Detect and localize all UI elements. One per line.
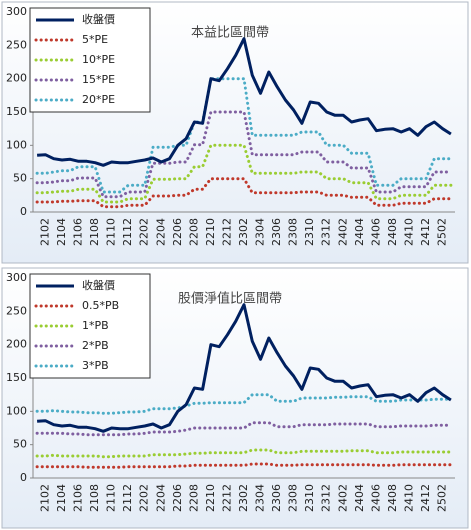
x-tick-label: 2302 bbox=[237, 218, 250, 246]
chart: 0 50 100 150 200 250 300 2102 2104 2106 2108 2110 21… bbox=[1, 267, 469, 529]
chart-title: 本益比區間帶 bbox=[191, 26, 269, 41]
x-tick-label: 2102 bbox=[38, 218, 51, 246]
x-tick-label: 2110 bbox=[105, 218, 118, 246]
x-tick-label: 2312 bbox=[320, 484, 333, 512]
chart-title: 股價淨值比區間帶 bbox=[178, 291, 282, 307]
x-tick-label: 2204 bbox=[154, 484, 167, 512]
legend-label: 5*PE bbox=[82, 33, 108, 46]
x-tick-label: 2404 bbox=[353, 484, 366, 512]
x-tick-label: 2210 bbox=[204, 484, 217, 512]
x-tick-label: 2104 bbox=[55, 218, 68, 246]
y-tick-label: 200 bbox=[6, 338, 27, 351]
legend-label: 收盤價 bbox=[82, 12, 115, 26]
x-tick-label: 2104 bbox=[55, 484, 68, 512]
line-series bbox=[35, 77, 453, 194]
x-tick-label: 2202 bbox=[138, 218, 151, 246]
y-tick-label: 100 bbox=[6, 404, 27, 417]
x-tick-label: 2204 bbox=[154, 218, 167, 246]
x-tick-label: 2308 bbox=[287, 218, 300, 246]
x-tick-label: 2312 bbox=[320, 218, 333, 246]
x-tick-label: 2308 bbox=[287, 484, 300, 512]
y-tick-label: 150 bbox=[6, 371, 27, 384]
x-tick-label: 2110 bbox=[105, 484, 118, 512]
line-series bbox=[36, 303, 452, 433]
x-tick-label: 2406 bbox=[369, 218, 382, 246]
x-tick-label: 2108 bbox=[88, 218, 101, 246]
line-series bbox=[35, 393, 453, 415]
x-tick-label: 2408 bbox=[386, 218, 399, 246]
x-tick-label: 2402 bbox=[336, 218, 349, 246]
legend-label: 10*PE bbox=[82, 53, 115, 66]
y-tick-label: 0 bbox=[20, 205, 27, 218]
x-tick-label: 2412 bbox=[419, 484, 432, 512]
x-tick-label: 2210 bbox=[204, 218, 217, 246]
x-tick-label: 2310 bbox=[303, 484, 316, 512]
x-tick-label: 2208 bbox=[187, 484, 200, 512]
legend-label: 20*PE bbox=[82, 93, 115, 106]
legend-label: 15*PE bbox=[82, 73, 115, 86]
legend-box bbox=[29, 273, 151, 379]
y-tick-label: 50 bbox=[13, 172, 27, 185]
x-tick-label: 2304 bbox=[254, 218, 267, 246]
y-tick-label: 250 bbox=[6, 304, 27, 317]
x-tick-label: 2102 bbox=[38, 484, 51, 512]
legend-label: 收盤價 bbox=[82, 278, 115, 292]
x-tick-label: 2206 bbox=[171, 484, 184, 512]
x-tick-label: 2406 bbox=[369, 484, 382, 512]
x-tick-label: 2404 bbox=[353, 218, 366, 246]
y-tick-label: 200 bbox=[6, 72, 27, 85]
x-tick-label: 2412 bbox=[419, 218, 432, 246]
line-series bbox=[35, 448, 453, 459]
y-tick-label: 250 bbox=[6, 38, 27, 51]
legend-label: 0.5*PB bbox=[82, 299, 119, 312]
x-tick-label: 2212 bbox=[220, 218, 233, 246]
x-tick-label: 2410 bbox=[402, 484, 415, 512]
x-tick-label: 2306 bbox=[270, 218, 283, 246]
y-tick-label: 300 bbox=[6, 271, 27, 284]
legend-label: 3*PB bbox=[82, 359, 109, 372]
x-tick-label: 2310 bbox=[303, 218, 316, 246]
y-tick-label: 0 bbox=[20, 471, 27, 484]
y-tick-label: 300 bbox=[6, 5, 27, 18]
y-tick-label: 150 bbox=[6, 105, 27, 118]
x-tick-label: 2302 bbox=[237, 484, 250, 512]
x-tick-label: 2208 bbox=[187, 218, 200, 246]
x-tick-label: 2206 bbox=[171, 218, 184, 246]
line-series bbox=[35, 143, 453, 204]
x-tick-label: 2502 bbox=[436, 484, 449, 512]
x-tick-label: 2212 bbox=[220, 484, 233, 512]
x-tick-label: 2112 bbox=[121, 218, 134, 246]
x-tick-label: 2410 bbox=[402, 218, 415, 246]
x-tick-label: 2304 bbox=[254, 484, 267, 512]
x-tick-label: 2106 bbox=[72, 218, 85, 246]
chart: 0 50 100 150 200 250 300 2102 2104 2106 2108 2110 21… bbox=[1, 1, 469, 264]
y-tick-label: 100 bbox=[6, 138, 27, 151]
x-tick-label: 2502 bbox=[436, 218, 449, 246]
line-series bbox=[35, 110, 453, 199]
x-tick-label: 2112 bbox=[121, 484, 134, 512]
line-series bbox=[36, 37, 452, 167]
x-tick-label: 2402 bbox=[336, 484, 349, 512]
x-tick-label: 2106 bbox=[72, 484, 85, 512]
x-tick-label: 2202 bbox=[138, 484, 151, 512]
legend-label: 2*PB bbox=[82, 339, 109, 352]
legend-label: 1*PB bbox=[82, 319, 109, 332]
x-tick-label: 2306 bbox=[270, 484, 283, 512]
x-tick-label: 2108 bbox=[88, 484, 101, 512]
line-series bbox=[35, 177, 453, 209]
y-tick-label: 50 bbox=[13, 438, 27, 451]
x-tick-label: 2408 bbox=[386, 484, 399, 512]
